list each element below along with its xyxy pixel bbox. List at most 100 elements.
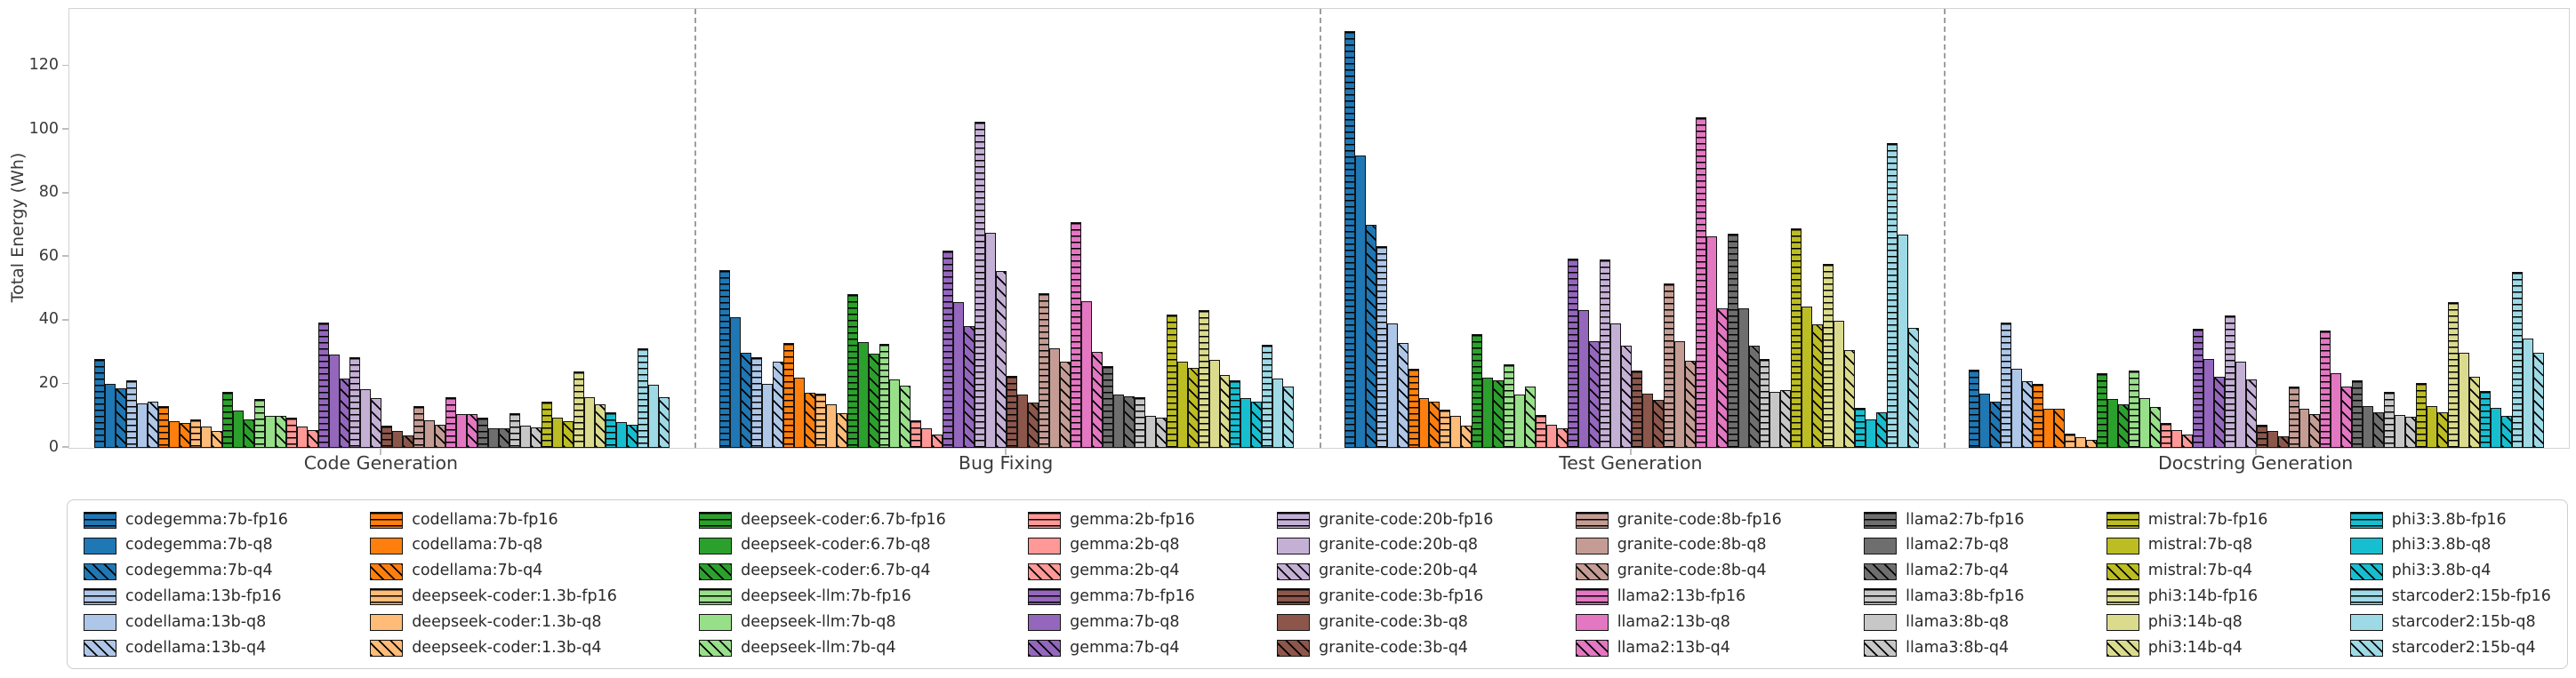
bar — [1844, 350, 1856, 448]
legend-swatch — [84, 640, 116, 658]
bar — [964, 326, 975, 448]
legend-item: llama2:7b-q4 — [1864, 559, 2024, 585]
legend-label: gemma:2b-fp16 — [1070, 510, 1195, 529]
legend-label: phi3:14b-fp16 — [2147, 587, 2259, 606]
legend-label: codellama:13b-q8 — [125, 612, 267, 631]
bar — [1039, 293, 1049, 448]
bar — [2043, 409, 2055, 448]
legend-swatch — [1277, 537, 1311, 554]
legend-label: starcoder2:15b-fp16 — [2391, 587, 2551, 606]
legend-label: granite-code:3b-q8 — [1319, 612, 1468, 631]
bar — [1219, 374, 1231, 448]
bar — [889, 379, 901, 448]
legend-swatch — [370, 537, 404, 554]
group-divider — [1319, 9, 1321, 448]
bar — [1144, 415, 1156, 448]
bar — [221, 392, 233, 448]
legend-label: deepseek-coder:1.3b-q4 — [412, 638, 602, 657]
legend-swatch — [1028, 588, 1062, 606]
bar — [1716, 307, 1728, 448]
bar — [1283, 387, 1295, 448]
bar — [232, 411, 244, 448]
legend-swatch — [1277, 640, 1311, 658]
legend-item: phi3:14b-q8 — [2106, 610, 2268, 635]
bar — [2267, 431, 2278, 448]
y-tick-label: 80 — [38, 183, 59, 202]
bar — [1663, 283, 1674, 448]
bar — [456, 413, 468, 448]
bar — [1091, 351, 1103, 448]
bar — [1208, 360, 1220, 448]
y-axis-title: Total Energy (Wh) — [8, 152, 28, 303]
bar — [2065, 433, 2076, 448]
bar — [307, 430, 318, 448]
bar — [1599, 259, 1610, 448]
bar — [296, 427, 308, 448]
y-tick-label: 40 — [38, 310, 59, 329]
legend-label: phi3:3.8b-q8 — [2391, 536, 2492, 554]
bar — [349, 357, 361, 448]
bar — [1059, 362, 1071, 448]
legend-item: gemma:2b-q8 — [1028, 533, 1195, 559]
bar — [1262, 345, 1273, 448]
legend-item: gemma:7b-fp16 — [1028, 585, 1195, 610]
bar — [1887, 143, 1898, 448]
legend-swatch — [2349, 640, 2383, 658]
bar — [551, 417, 563, 448]
bar — [413, 406, 425, 448]
legend-item: deepseek-coder:6.7b-q8 — [699, 533, 946, 559]
bar — [1802, 306, 1813, 448]
legend-label: mistral:7b-q8 — [2147, 536, 2253, 554]
bar — [510, 412, 520, 448]
legend-item: deepseek-coder:1.3b-q8 — [370, 610, 617, 635]
bar — [2213, 376, 2225, 448]
bar — [594, 403, 606, 448]
y-tick-label: 0 — [48, 437, 59, 456]
legend-label: granite-code:20b-q4 — [1319, 562, 1479, 580]
bar — [996, 271, 1007, 448]
bar — [1823, 264, 1834, 448]
legend-item: codegemma:7b-q4 — [84, 559, 288, 585]
legend-swatch — [2106, 640, 2139, 658]
legend-label: gemma:2b-q8 — [1070, 536, 1180, 554]
bar — [467, 413, 478, 448]
legend-label: llama2:7b-q8 — [1906, 536, 2010, 554]
bar — [2107, 399, 2119, 448]
bar — [1589, 340, 1600, 448]
legend-item: granite-code:8b-fp16 — [1575, 507, 1782, 533]
bar — [847, 294, 858, 448]
bar — [2341, 386, 2353, 448]
legend-label: deepseek-coder:1.3b-fp16 — [412, 587, 617, 606]
bar — [2118, 404, 2129, 448]
y-tick-label: 100 — [28, 119, 59, 138]
bar-group-bug-fixing — [694, 9, 1320, 448]
legend-item: codegemma:7b-fp16 — [84, 507, 288, 533]
bar — [1990, 402, 2002, 448]
legend-swatch — [1575, 511, 1609, 529]
bar — [169, 420, 180, 448]
legend-swatch — [699, 640, 733, 658]
bar — [2459, 352, 2469, 448]
bar — [2331, 372, 2342, 448]
legend-label: codellama:7b-q8 — [412, 536, 543, 554]
bar — [2086, 440, 2098, 448]
legend-item: starcoder2:15b-q8 — [2349, 610, 2551, 635]
bar — [1155, 418, 1167, 448]
legend-swatch — [1028, 640, 1062, 658]
bar — [637, 347, 648, 448]
bar — [1504, 364, 1515, 448]
legend-item: llama2:7b-q8 — [1864, 533, 2024, 559]
legend-item: codellama:13b-q4 — [84, 635, 288, 661]
x-tick-mark — [380, 448, 382, 455]
legend-label: deepseek-coder:1.3b-q8 — [412, 612, 602, 631]
bar — [729, 317, 741, 448]
legend-label: granite-code:20b-q8 — [1319, 536, 1479, 554]
legend-label: granite-code:8b-fp16 — [1617, 510, 1782, 529]
legend-swatch — [699, 537, 733, 554]
bar — [1525, 387, 1537, 448]
legend-swatch — [2106, 511, 2139, 529]
bar — [179, 423, 190, 448]
legend-item: codellama:7b-q8 — [370, 533, 617, 559]
bar — [2245, 379, 2257, 448]
bar — [1812, 324, 1824, 448]
